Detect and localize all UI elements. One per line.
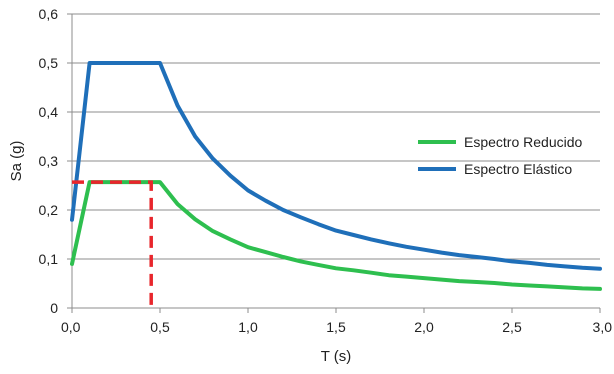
x-tick-label-1: 0,5: [150, 319, 170, 335]
y-axis-title: Sa (g): [8, 141, 25, 182]
series-line-0: [70, 180, 602, 291]
x-tick-label-6: 3,0: [593, 319, 613, 335]
legend-label-1: Espectro Elástico: [464, 161, 572, 177]
y-tick-label-4: 0,4: [39, 104, 59, 120]
x-tick-label-5: 2,5: [502, 319, 522, 335]
x-axis-title: T (s): [321, 348, 352, 365]
y-tick-label-0: 0: [50, 300, 58, 316]
x-tick-label-4: 2,0: [414, 319, 434, 335]
series-line-1: [70, 61, 602, 271]
tick-labels: 0 0,1 0,2 0,3 0,4 0,5 0,6 0,0 0,5 1,0 1,5 2,0 2,5 3,0: [39, 6, 613, 335]
x-tick-label-2: 1,0: [238, 319, 258, 335]
x-tick-label-3: 1,5: [326, 319, 346, 335]
y-tick-label-6: 0,6: [39, 6, 59, 22]
legend-label-0: Espectro Reducido: [464, 134, 583, 150]
x-tick-label-0: 0,0: [61, 319, 81, 335]
y-tick-label-5: 0,5: [39, 55, 59, 71]
series-lines: [70, 61, 602, 308]
legend: Espectro Reducido Espectro Elástico: [418, 134, 583, 177]
y-tick-label-3: 0,3: [39, 153, 59, 169]
reference-dashed-line: [72, 180, 153, 308]
y-tick-label-2: 0,2: [39, 202, 59, 218]
y-tick-label-1: 0,1: [39, 251, 59, 267]
